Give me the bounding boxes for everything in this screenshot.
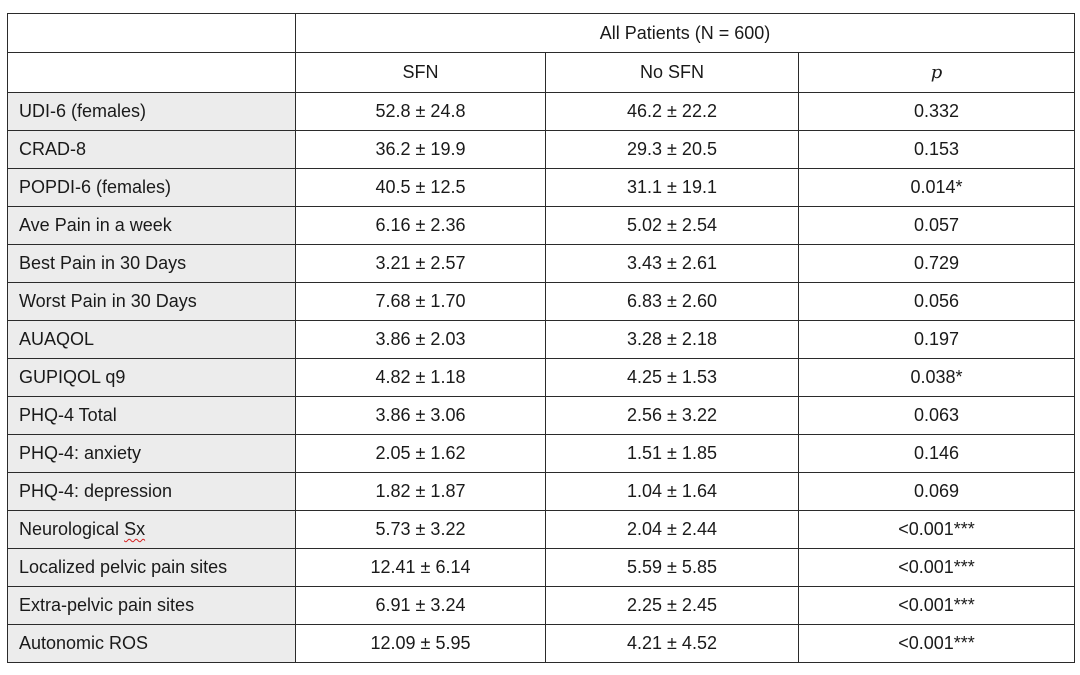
table-row: Extra-pelvic pain sites 6.91 ± 3.24 2.25 ±… [7, 586, 1075, 625]
table-row: Worst Pain in 30 Days 7.68 ± 1.70 6.83 ± 2… [7, 282, 1075, 321]
cell-p-value: <0.001*** [798, 586, 1075, 625]
table-row: PHQ-4 Total 3.86 ± 3.06 2.56 ± 3.22 0.063 [7, 396, 1075, 435]
cell-p-value: 0.038* [798, 358, 1075, 397]
column-header-no-sfn: No SFN [545, 52, 799, 93]
corner-cell [7, 13, 296, 53]
cell-p-value: 0.014* [798, 168, 1075, 207]
cell-p-value: 0.069 [798, 472, 1075, 511]
row-label: Neurological Sx [7, 510, 296, 549]
row-label: UDI-6 (females) [7, 92, 296, 131]
cell-sfn: 3.86 ± 2.03 [295, 320, 546, 359]
spellcheck-flagged-word: Sx [124, 519, 146, 539]
cell-sfn: 12.09 ± 5.95 [295, 624, 546, 663]
cell-p-value: <0.001*** [798, 548, 1075, 587]
cell-sfn: 5.73 ± 3.22 [295, 510, 546, 549]
cell-sfn: 6.16 ± 2.36 [295, 206, 546, 245]
cell-sfn: 4.82 ± 1.18 [295, 358, 546, 397]
cell-no-sfn: 31.1 ± 19.1 [545, 168, 799, 207]
group-header: All Patients (N = 600) [295, 13, 1075, 53]
cell-sfn: 40.5 ± 12.5 [295, 168, 546, 207]
row-label: PHQ-4: depression [7, 472, 296, 511]
cell-p-value: 0.057 [798, 206, 1075, 245]
cell-no-sfn: 2.25 ± 2.45 [545, 586, 799, 625]
cell-no-sfn: 6.83 ± 2.60 [545, 282, 799, 321]
cell-no-sfn: 46.2 ± 22.2 [545, 92, 799, 131]
corner-cell-lower [7, 52, 296, 93]
table-row: Autonomic ROS 12.09 ± 5.95 4.21 ± 4.52 <0.0… [7, 624, 1075, 663]
cell-p-value: 0.146 [798, 434, 1075, 473]
row-label: PHQ-4: anxiety [7, 434, 296, 473]
table-row: GUPIQOL q9 4.82 ± 1.18 4.25 ± 1.53 0.038* [7, 358, 1075, 397]
cell-no-sfn: 5.02 ± 2.54 [545, 206, 799, 245]
table-row: UDI-6 (females) 52.8 ± 24.8 46.2 ± 22.2 0.3… [7, 92, 1075, 131]
cell-p-value: 0.197 [798, 320, 1075, 359]
cell-no-sfn: 3.28 ± 2.18 [545, 320, 799, 359]
cell-no-sfn: 3.43 ± 2.61 [545, 244, 799, 283]
cell-sfn: 6.91 ± 3.24 [295, 586, 546, 625]
cell-p-value: 0.729 [798, 244, 1075, 283]
table-row: Ave Pain in a week 6.16 ± 2.36 5.02 ± 2.54… [7, 206, 1075, 245]
cell-sfn: 7.68 ± 1.70 [295, 282, 546, 321]
column-header-p: p [798, 52, 1075, 93]
row-label: GUPIQOL q9 [7, 358, 296, 397]
row-label: Extra-pelvic pain sites [7, 586, 296, 625]
row-label: AUAQOL [7, 320, 296, 359]
row-label: Ave Pain in a week [7, 206, 296, 245]
cell-p-value: <0.001*** [798, 510, 1075, 549]
column-header-row: SFN No SFN p [7, 52, 1075, 93]
cell-no-sfn: 29.3 ± 20.5 [545, 130, 799, 169]
cell-p-value: 0.153 [798, 130, 1075, 169]
cell-sfn: 12.41 ± 6.14 [295, 548, 546, 587]
table-row: PHQ-4: depression 1.82 ± 1.87 1.04 ± 1.64 0… [7, 472, 1075, 511]
cell-sfn: 2.05 ± 1.62 [295, 434, 546, 473]
cell-no-sfn: 1.04 ± 1.64 [545, 472, 799, 511]
cell-sfn: 3.21 ± 2.57 [295, 244, 546, 283]
row-label: PHQ-4 Total [7, 396, 296, 435]
cell-p-value: 0.056 [798, 282, 1075, 321]
table-row: Localized pelvic pain sites 12.41 ± 6.14 5… [7, 548, 1075, 587]
cell-sfn: 36.2 ± 19.9 [295, 130, 546, 169]
cell-p-value: 0.332 [798, 92, 1075, 131]
cell-no-sfn: 2.04 ± 2.44 [545, 510, 799, 549]
cell-no-sfn: 5.59 ± 5.85 [545, 548, 799, 587]
table-row: Neurological Sx 5.73 ± 3.22 2.04 ± 2.44 <0.… [7, 510, 1075, 549]
cell-sfn: 1.82 ± 1.87 [295, 472, 546, 511]
cell-sfn: 3.86 ± 3.06 [295, 396, 546, 435]
row-label: Best Pain in 30 Days [7, 244, 296, 283]
table-row: PHQ-4: anxiety 2.05 ± 1.62 1.51 ± 1.85 0.14… [7, 434, 1075, 473]
table-row: Best Pain in 30 Days 3.21 ± 2.57 3.43 ± 2.… [7, 244, 1075, 283]
row-label: Localized pelvic pain sites [7, 548, 296, 587]
cell-p-value: <0.001*** [798, 624, 1075, 663]
results-table: All Patients (N = 600) SFN No SFN p UDI-… [7, 13, 1075, 663]
cell-sfn: 52.8 ± 24.8 [295, 92, 546, 131]
cell-no-sfn: 2.56 ± 3.22 [545, 396, 799, 435]
row-label: POPDI-6 (females) [7, 168, 296, 207]
row-label: Autonomic ROS [7, 624, 296, 663]
row-label: CRAD-8 [7, 130, 296, 169]
table-row: CRAD-8 36.2 ± 19.9 29.3 ± 20.5 0.153 [7, 130, 1075, 169]
table-row: POPDI-6 (females) 40.5 ± 12.5 31.1 ± 19.1 0… [7, 168, 1075, 207]
cell-no-sfn: 1.51 ± 1.85 [545, 434, 799, 473]
row-label-text: Neurological [19, 519, 125, 539]
column-header-sfn: SFN [295, 52, 546, 93]
cell-no-sfn: 4.25 ± 1.53 [545, 358, 799, 397]
table-row: AUAQOL 3.86 ± 2.03 3.28 ± 2.18 0.197 [7, 320, 1075, 359]
cell-p-value: 0.063 [798, 396, 1075, 435]
cell-no-sfn: 4.21 ± 4.52 [545, 624, 799, 663]
group-header-row: All Patients (N = 600) [7, 13, 1075, 53]
row-label: Worst Pain in 30 Days [7, 282, 296, 321]
